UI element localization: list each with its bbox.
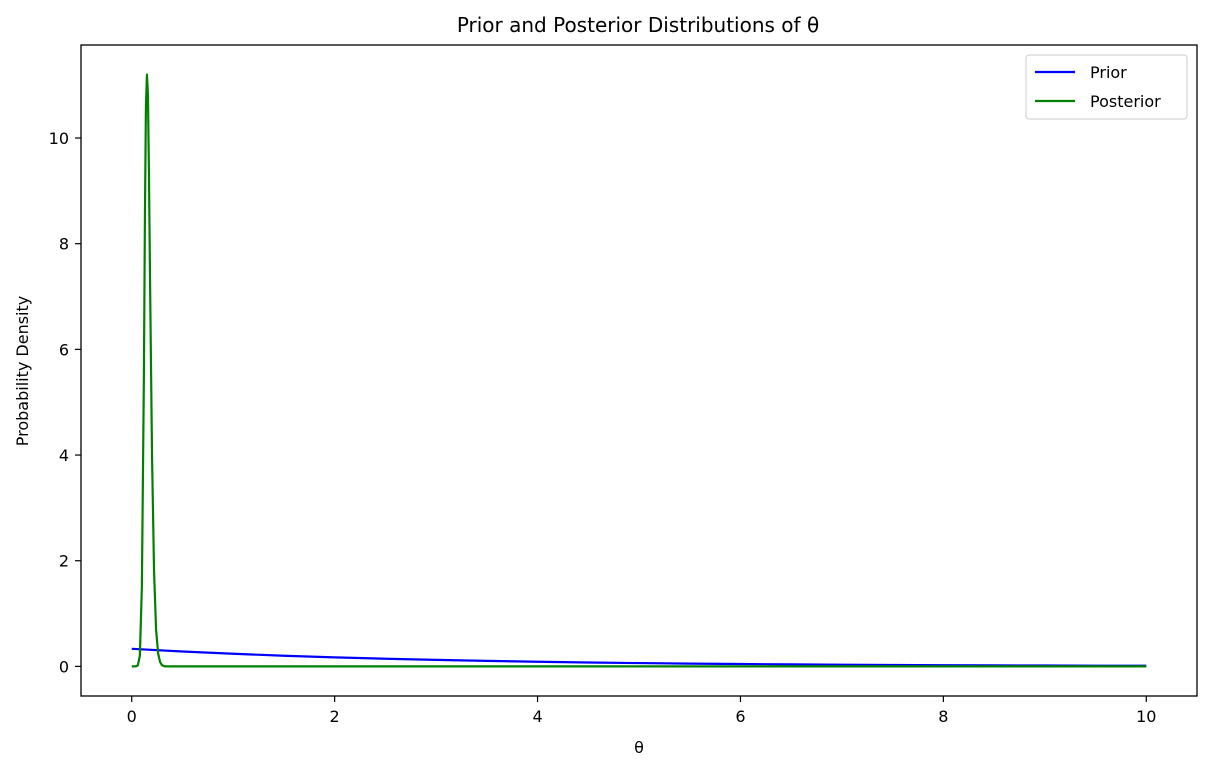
series-line-prior xyxy=(131,647,1147,667)
y-tick-label: 8 xyxy=(59,235,69,254)
y-tick-label: 0 xyxy=(59,657,69,676)
y-tick-label: 10 xyxy=(49,129,69,148)
y-axis-label: Probability Density xyxy=(13,296,32,447)
y-tick-label: 6 xyxy=(59,340,69,359)
chart-title: Prior and Posterior Distributions of θ xyxy=(457,13,819,37)
legend-label-posterior: Posterior xyxy=(1090,92,1161,111)
x-tick-label: 4 xyxy=(532,707,542,726)
x-axis: 0 2 4 6 8 10 xyxy=(127,696,1156,726)
x-tick-label: 6 xyxy=(735,707,745,726)
plot-area xyxy=(131,73,1147,668)
series-line-posterior xyxy=(131,73,1147,668)
x-tick-label: 10 xyxy=(1136,707,1156,726)
x-tick-label: 0 xyxy=(127,707,137,726)
x-axis-label: θ xyxy=(634,738,644,757)
y-axis: 0 2 4 6 8 10 xyxy=(49,129,81,676)
x-tick-label: 2 xyxy=(330,707,340,726)
axes-frame xyxy=(80,44,1198,697)
x-tick-label: 8 xyxy=(938,707,948,726)
legend-label-prior: Prior xyxy=(1090,63,1127,82)
y-tick-label: 4 xyxy=(59,446,69,465)
y-tick-label: 2 xyxy=(59,552,69,571)
legend: Prior Posterior xyxy=(1025,54,1188,120)
